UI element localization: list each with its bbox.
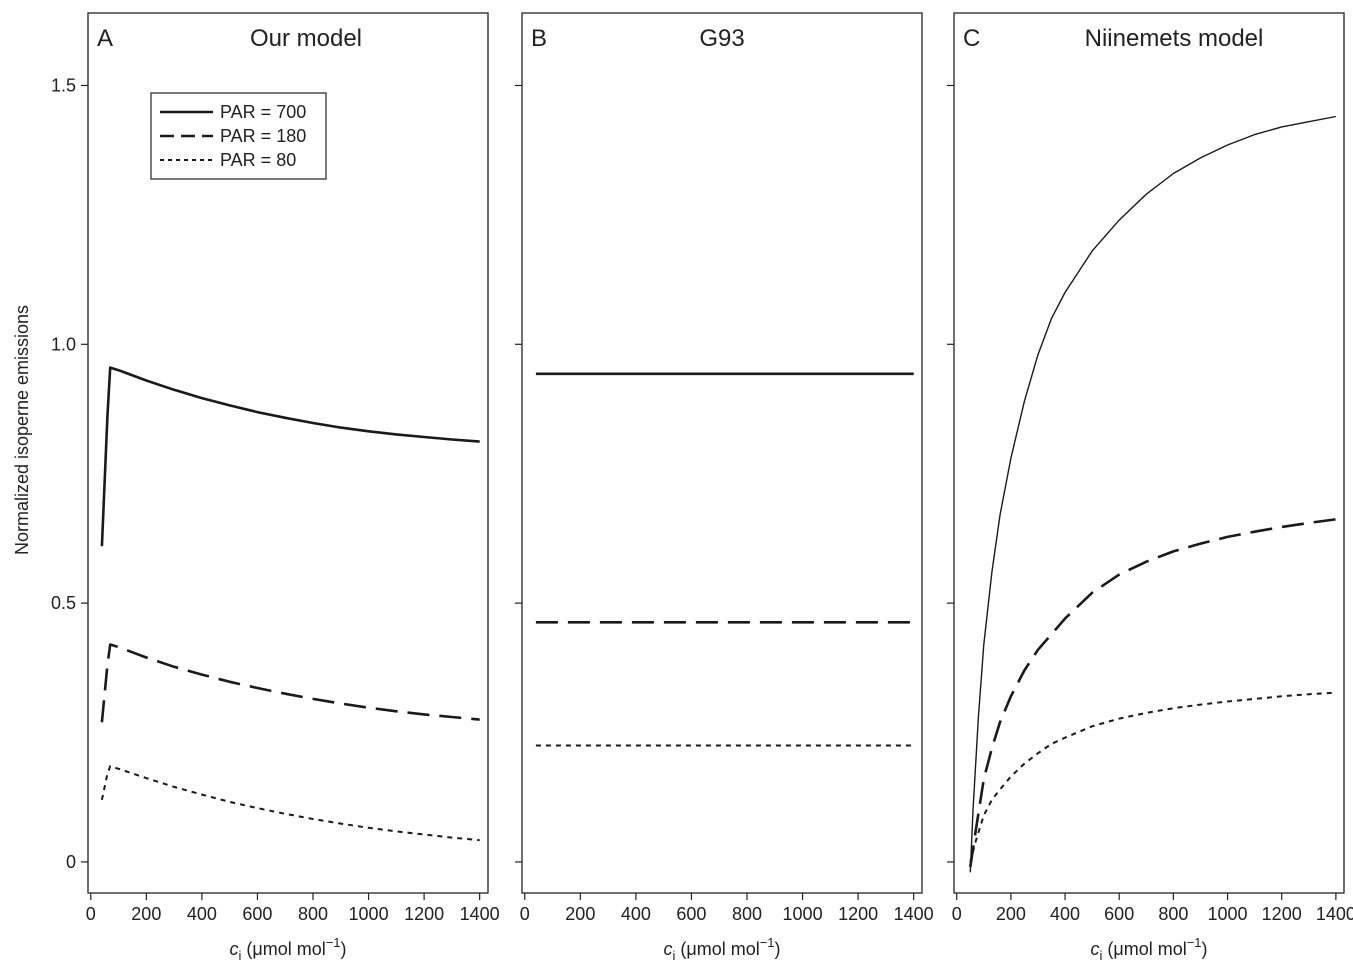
series-line-dashed (100, 643, 480, 723)
x-tick-label: 1000 (349, 904, 389, 924)
series-group (969, 115, 1337, 873)
x-tick-label: 200 (565, 904, 595, 924)
x-tick-label: 0 (520, 904, 530, 924)
series-line-dotted (100, 765, 480, 842)
series-line-dotted (969, 691, 1336, 863)
x-tick-label: 800 (732, 904, 762, 924)
panel-title: Niinemets model (1085, 25, 1264, 52)
series-group (100, 366, 480, 842)
x-tick-label: 600 (242, 904, 272, 924)
x-tick-label: 600 (1104, 904, 1134, 924)
plot-frame (521, 12, 923, 894)
panel-letter: A (97, 25, 113, 52)
x-tick-label: 400 (621, 904, 651, 924)
x-tick-label: 200 (131, 904, 161, 924)
legend-label: PAR = 700 (220, 102, 306, 122)
x-axis-label: ci (μmol mol−1) (663, 935, 780, 960)
panel-a: 0 200 400 600 800 1000 1200 1400 0 0.5 1.0 1.5 A Our … (51, 12, 500, 960)
y-axis-label: Normalized isoperne emissions (12, 305, 32, 555)
panel-c: 0 200 400 600 800 1000 1200 1400 C Niinemets mode… (947, 12, 1353, 960)
legend: PAR = 700 PAR = 180 PAR = 80 (150, 92, 327, 180)
x-tick-label: 1400 (460, 904, 500, 924)
panels-group: 0 200 400 600 800 1000 1200 1400 0 0.5 1.0 1.5 A Our … (51, 12, 1353, 960)
x-tick-label: 1400 (1316, 904, 1353, 924)
x-tick-label: 200 (996, 904, 1026, 924)
x-tick-label: 0 (86, 904, 96, 924)
legend-label: PAR = 180 (220, 126, 306, 146)
panel-letter: B (531, 25, 547, 52)
y-tick-label: 1.5 (51, 75, 76, 95)
x-tick-label: 800 (1158, 904, 1188, 924)
x-tick-label: 400 (187, 904, 217, 924)
x-tick-label: 1000 (783, 904, 823, 924)
series-line-dashed (969, 518, 1337, 868)
legend-box (150, 92, 327, 180)
x-tick-label: 400 (1050, 904, 1080, 924)
series-line-solid (969, 115, 1337, 873)
legend-label: PAR = 80 (220, 150, 296, 170)
x-tick-label: 0 (952, 904, 962, 924)
y-tick-label: 0.5 (51, 593, 76, 613)
panel-title: G93 (699, 25, 744, 52)
x-tick-label: 1200 (838, 904, 878, 924)
panel-title: Our model (250, 25, 362, 52)
x-tick-label: 1200 (404, 904, 444, 924)
x-tick-label: 600 (676, 904, 706, 924)
panel-letter: C (963, 25, 980, 52)
plot-frame (953, 12, 1345, 894)
plot-frame (87, 12, 489, 894)
series-group (535, 372, 914, 747)
x-tick-label: 1200 (1262, 904, 1302, 924)
x-axis-label: ci (μmol mol−1) (229, 935, 346, 960)
x-tick-label: 800 (298, 904, 328, 924)
x-tick-label: 1400 (894, 904, 934, 924)
series-line-solid (100, 366, 480, 547)
x-axis-label: ci (μmol mol−1) (1090, 935, 1207, 960)
y-tick-label: 0 (66, 852, 76, 872)
panel-b: 0 200 400 600 800 1000 1200 1400 B G93 ci (μmol mo… (515, 12, 934, 960)
y-tick-label: 1.0 (51, 334, 76, 354)
x-tick-label: 1000 (1208, 904, 1248, 924)
